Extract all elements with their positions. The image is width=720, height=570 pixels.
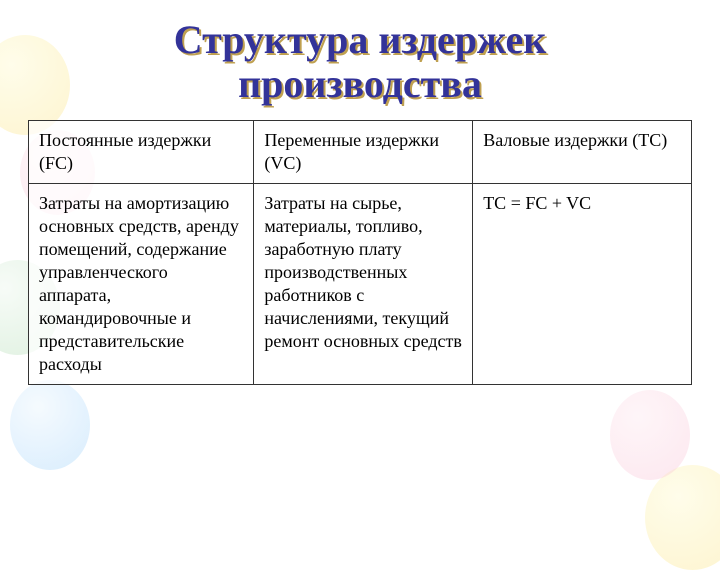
table-cell-header-fc: Постоянные издержки (FC): [29, 121, 254, 184]
table-cell-fc-desc: Затраты на амортизацию основных средств,…: [29, 184, 254, 385]
table-cell-tc-formula: TC = FC + VC: [473, 184, 692, 385]
table-cell-vc-desc: Затраты на сырье, материалы, топливо, за…: [254, 184, 473, 385]
title-line1: Структура издержек: [174, 17, 547, 62]
costs-table: Постоянные издержки (FC) Переменные изде…: [28, 120, 692, 385]
slide-title: Структура издержек производства Структур…: [28, 18, 692, 106]
table-cell-header-vc: Переменные издержки (VC): [254, 121, 473, 184]
table-row: Затраты на амортизацию основных средств,…: [29, 184, 692, 385]
title-line2: производства: [238, 61, 482, 106]
slide-content: Структура издержек производства Структур…: [0, 0, 720, 540]
title-main: Структура издержек производства: [28, 18, 692, 106]
table-row: Постоянные издержки (FC) Переменные изде…: [29, 121, 692, 184]
table-cell-header-tc: Валовые издержки (TC): [473, 121, 692, 184]
